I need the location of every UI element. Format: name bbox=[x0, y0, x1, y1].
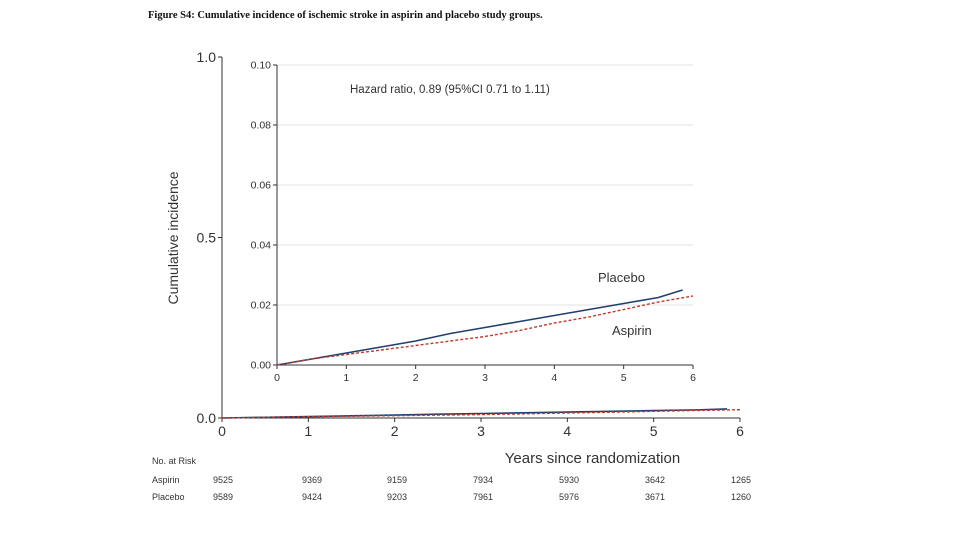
main-x-tick-label: 3 bbox=[477, 423, 485, 439]
series-label-aspirin: Aspirin bbox=[612, 323, 652, 338]
inset-x-tick-label: 5 bbox=[621, 372, 627, 384]
risk-cell: 9424 bbox=[301, 492, 323, 502]
hazard-ratio-annotation: Hazard ratio, 0.89 (95%CI 0.71 to 1.11) bbox=[350, 84, 550, 96]
risk-cell: 7961 bbox=[472, 492, 494, 502]
x-axis-title: Years since randomization bbox=[505, 450, 680, 467]
inset-x-tick-label: 2 bbox=[413, 372, 419, 384]
inset-x-tick-label: 4 bbox=[551, 372, 557, 384]
risk-cell: 3642 bbox=[644, 475, 666, 485]
inset-panel: 0.00 0.02 0.04 0.06 0.08 0.10 0 1 2 3 4 5 6 Hazard ra… bbox=[251, 60, 697, 384]
risk-cell: 1265 bbox=[730, 475, 752, 485]
inset-y-tick-label: 0.06 bbox=[251, 180, 272, 192]
inset-series-placebo-line bbox=[276, 289, 683, 366]
risk-cell: 5976 bbox=[558, 492, 580, 502]
main-x-tick-label: 2 bbox=[391, 423, 399, 439]
main-x-tick-label: 5 bbox=[650, 423, 658, 439]
inset-y-tick-label: 0.04 bbox=[251, 240, 272, 252]
main-y-tick-label: 1.0 bbox=[197, 49, 217, 65]
main-y-tick-label: 0.5 bbox=[197, 229, 217, 245]
inset-y-tick-label: 0.02 bbox=[251, 300, 272, 312]
main-x-tick-label: 6 bbox=[736, 423, 744, 439]
main-panel: 0.0 0.5 1.0 0 1 2 3 4 5 6 Years since randomizatio… bbox=[165, 49, 744, 467]
risk-cell: 9525 bbox=[212, 475, 234, 485]
risk-cell: 9369 bbox=[301, 475, 323, 485]
y-axis-title: Cumulative incidence bbox=[165, 171, 181, 304]
risk-cell: 9589 bbox=[212, 492, 234, 502]
risk-cell: 3671 bbox=[644, 492, 666, 502]
risk-row-label-placebo: Placebo bbox=[152, 492, 185, 502]
risk-cell: 9159 bbox=[386, 475, 408, 485]
main-series-aspirin-line bbox=[221, 408, 741, 419]
risk-cell: 7934 bbox=[472, 475, 494, 485]
risk-row-label-aspirin: Aspirin bbox=[152, 475, 180, 485]
main-x-tick-label: 1 bbox=[304, 423, 312, 439]
inset-y-tick-label: 0.10 bbox=[251, 60, 272, 72]
inset-series-aspirin-line bbox=[276, 295, 694, 366]
inset-x-tick-label: 6 bbox=[690, 372, 696, 384]
inset-x-tick-label: 1 bbox=[343, 372, 349, 384]
main-y-tick-label: 0.0 bbox=[197, 410, 217, 426]
risk-table-title: No. at Risk bbox=[152, 456, 197, 466]
main-x-tick-label: 0 bbox=[218, 423, 226, 439]
inset-y-tick-label: 0.08 bbox=[251, 120, 272, 132]
figure-title: Figure S4: Cumulative incidence of ische… bbox=[148, 10, 543, 21]
risk-cell: 5930 bbox=[558, 475, 580, 485]
main-x-tick-label: 4 bbox=[563, 423, 571, 439]
inset-x-tick-label: 3 bbox=[482, 372, 488, 384]
inset-x-tick-label: 0 bbox=[274, 372, 280, 384]
series-label-placebo: Placebo bbox=[598, 270, 645, 285]
inset-y-tick-label: 0.00 bbox=[251, 360, 272, 372]
risk-cell: 9203 bbox=[386, 492, 408, 502]
risk-cell: 1260 bbox=[730, 492, 752, 502]
